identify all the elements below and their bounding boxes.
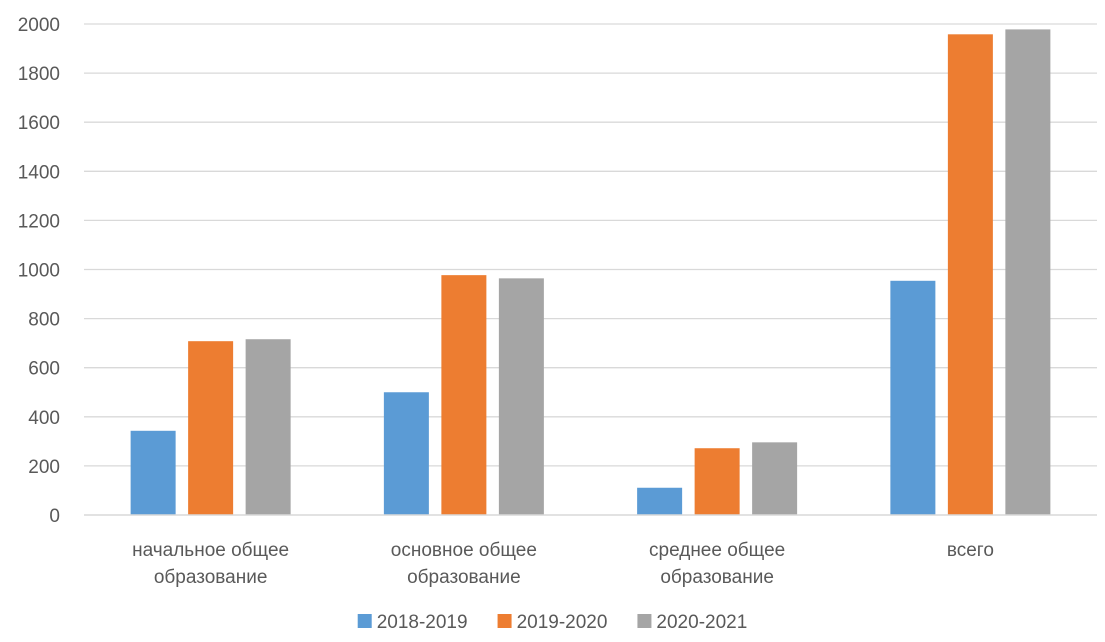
bar (130, 430, 176, 515)
bar (188, 341, 234, 515)
y-axis-tick-labels: 0 200 400 600 800 1000 1200 1400 1600 1800 2000 (18, 15, 60, 527)
bar (1005, 29, 1051, 515)
bars (130, 29, 1051, 515)
y-tick-label: 1400 (18, 162, 60, 183)
x-category-label: основное общее образование (391, 540, 537, 588)
bar (752, 442, 798, 515)
x-axis-category-labels: начальное общее образование основное общее… (132, 540, 994, 588)
bar (890, 280, 936, 515)
bar (637, 487, 683, 515)
y-tick-label: 1600 (18, 113, 60, 134)
legend-swatch (637, 614, 652, 628)
legend: 2018-2019 2019-2020 2020-2021 (357, 612, 747, 633)
x-category-label: начальное общее образование (132, 540, 289, 588)
legend-swatch (357, 614, 372, 628)
bar (441, 275, 487, 515)
bar (245, 339, 291, 515)
y-tick-label: 0 (49, 506, 60, 527)
x-category-label: всего (947, 540, 994, 561)
legend-label: 2020-2021 (656, 612, 747, 633)
bar (947, 34, 993, 515)
y-tick-label: 200 (28, 457, 60, 478)
legend-swatch (497, 614, 512, 628)
bar (383, 392, 429, 515)
y-tick-label: 800 (28, 310, 60, 331)
y-tick-label: 1000 (18, 261, 60, 282)
legend-label: 2018-2019 (377, 612, 468, 633)
x-category-label: среднее общее образование (649, 540, 785, 588)
y-tick-label: 1200 (18, 211, 60, 232)
gridlines (84, 23, 1097, 467)
y-tick-label: 2000 (18, 15, 60, 36)
y-tick-label: 600 (28, 359, 60, 380)
legend-label: 2019-2020 (517, 612, 608, 633)
bar (694, 448, 740, 515)
bar (498, 278, 544, 515)
y-tick-label: 400 (28, 408, 60, 429)
y-tick-label: 1800 (18, 64, 60, 85)
